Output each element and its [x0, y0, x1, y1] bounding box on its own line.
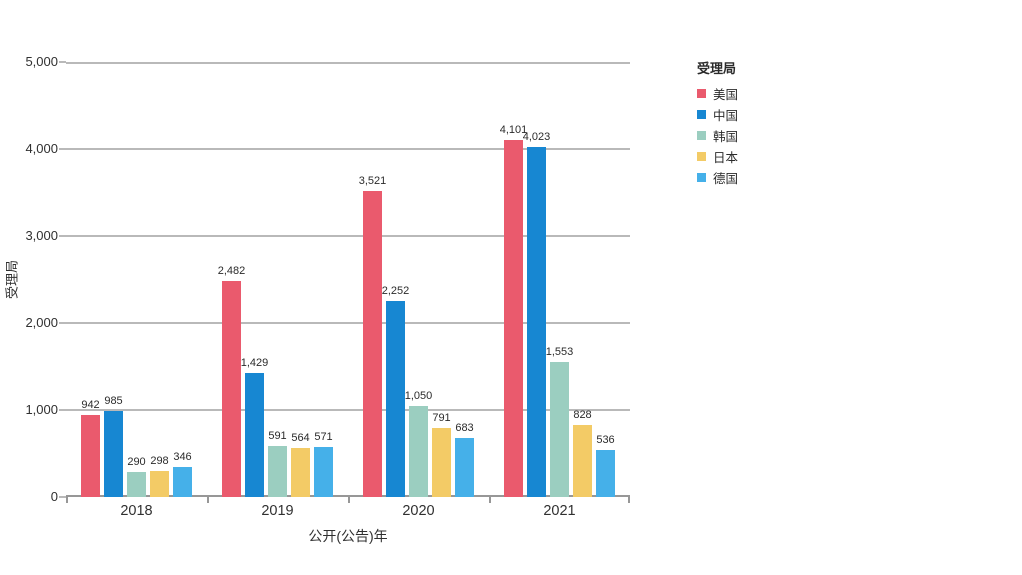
y-axis-tick — [59, 61, 66, 63]
legend-item-美国[interactable]: 美国 — [697, 86, 739, 102]
y-axis-tick — [59, 496, 66, 498]
bar-value-label: 791 — [432, 412, 451, 425]
x-category-label: 2018 — [120, 503, 153, 519]
bar-value-label: 828 — [573, 408, 592, 421]
legend-swatch — [697, 173, 706, 182]
legend-item-label: 中国 — [713, 109, 739, 123]
bar-美国-2021[interactable]: 4,101 — [500, 124, 527, 497]
bar-value-label: 1,553 — [545, 345, 574, 358]
y-axis-tick — [59, 148, 66, 150]
bar-value-label: 298 — [150, 455, 169, 468]
bar-美国-2019[interactable]: 2,482 — [218, 265, 245, 497]
bar-value-label: 290 — [127, 455, 146, 468]
x-category-label: 2021 — [543, 503, 576, 519]
x-axis-tick — [66, 497, 68, 503]
category-group-2019: 2,482 1,429 591 564 571 — [207, 62, 348, 497]
y-tick-label: 5,000 — [25, 54, 58, 69]
bar-日本-2021[interactable]: 828 — [573, 409, 592, 497]
bar-韩国-2020[interactable]: 1,050 — [405, 390, 432, 497]
category-group-2020: 3,521 2,252 1,050 791 683 — [348, 62, 489, 497]
bar-value-label: 985 — [104, 395, 123, 408]
legend: 受理局 美国中国韩国日本德国 — [697, 58, 738, 191]
legend-item-label: 日本 — [713, 151, 739, 165]
bar-日本-2020[interactable]: 791 — [432, 412, 451, 497]
bar-value-label: 1,429 — [240, 356, 269, 369]
bar-日本-2019[interactable]: 564 — [291, 432, 310, 497]
bar-value-label: 591 — [268, 429, 287, 442]
bar-日本-2018[interactable]: 298 — [150, 455, 169, 497]
legend-items: 美国中国韩国日本德国 — [697, 86, 739, 186]
y-axis-labels: 0 1,000 2,000 3,000 4,000 5,000 — [0, 54, 58, 504]
gridline — [66, 148, 630, 150]
bar-德国-2019[interactable]: 571 — [314, 431, 333, 497]
legend-item-日本[interactable]: 日本 — [697, 149, 739, 165]
bar-value-label: 571 — [314, 431, 333, 444]
bar-韩国-2018[interactable]: 290 — [127, 456, 146, 497]
y-axis-tick — [59, 322, 66, 324]
y-tick-label: 1,000 — [25, 402, 58, 417]
y-tick-label: 0 — [50, 489, 58, 504]
x-axis-title: 公开(公告)年 — [308, 528, 388, 544]
legend-swatch — [697, 110, 706, 119]
gridline — [66, 409, 630, 411]
plot-area: 942 985 290 298 346 2,482 1,429 591 564 571 3,521 2… — [59, 61, 630, 503]
bar-value-label: 3,521 — [358, 174, 387, 187]
bar-value-label: 2,482 — [217, 265, 246, 278]
legend-item-德国[interactable]: 德国 — [697, 170, 739, 186]
bar-value-label: 942 — [81, 399, 100, 412]
bar-韩国-2021[interactable]: 1,553 — [546, 346, 573, 497]
y-axis-tick — [59, 409, 66, 411]
bar-value-label: 536 — [596, 434, 615, 447]
bar-中国-2020[interactable]: 2,252 — [382, 285, 409, 497]
y-tick-label: 2,000 — [25, 315, 58, 330]
bar-value-label: 2,252 — [381, 285, 410, 298]
legend-swatch — [697, 89, 706, 98]
x-axis-tick — [489, 497, 491, 503]
legend-item-label: 德国 — [713, 172, 739, 186]
x-axis-tick — [348, 497, 350, 503]
y-tick-label: 3,000 — [25, 228, 58, 243]
bar-德国-2020[interactable]: 683 — [455, 422, 474, 497]
category-group-2018: 942 985 290 298 346 — [66, 62, 207, 497]
bar-value-label: 1,050 — [404, 389, 433, 402]
legend-item-label: 美国 — [713, 88, 739, 102]
x-axis-tick — [207, 497, 209, 503]
x-axis-line — [66, 495, 630, 497]
legend-item-中国[interactable]: 中国 — [697, 107, 739, 123]
y-axis-tick — [59, 235, 66, 237]
legend-item-韩国[interactable]: 韩国 — [697, 128, 739, 144]
bar-中国-2019[interactable]: 1,429 — [241, 357, 268, 497]
bar-value-label: 346 — [173, 450, 192, 463]
bar-中国-2021[interactable]: 4,023 — [523, 131, 550, 497]
bar-value-label: 564 — [291, 431, 310, 444]
bar-美国-2018[interactable]: 942 — [81, 399, 100, 497]
bar-德国-2021[interactable]: 536 — [596, 434, 615, 497]
legend-title: 受理局 — [697, 61, 737, 76]
bar-中国-2018[interactable]: 985 — [104, 395, 123, 497]
x-category-label: 2019 — [261, 503, 294, 519]
gridline — [66, 322, 630, 324]
bar-value-label: 4,023 — [522, 131, 551, 143]
bar-德国-2018[interactable]: 346 — [173, 451, 192, 497]
legend-swatch — [697, 131, 706, 140]
bar-韩国-2019[interactable]: 591 — [268, 430, 287, 497]
bar-value-label: 683 — [455, 421, 474, 434]
bar-value-label: 4,101 — [499, 124, 528, 137]
x-category-label: 2020 — [402, 503, 435, 519]
category-group-2021: 4,101 4,023 1,553 828 536 — [489, 62, 630, 497]
gridline — [66, 62, 630, 64]
bar-美国-2020[interactable]: 3,521 — [359, 175, 386, 497]
legend-swatch — [697, 152, 706, 161]
x-axis-tick — [628, 497, 630, 503]
y-tick-label: 4,000 — [25, 141, 58, 156]
gridline — [66, 235, 630, 237]
legend-item-label: 韩国 — [713, 130, 739, 144]
